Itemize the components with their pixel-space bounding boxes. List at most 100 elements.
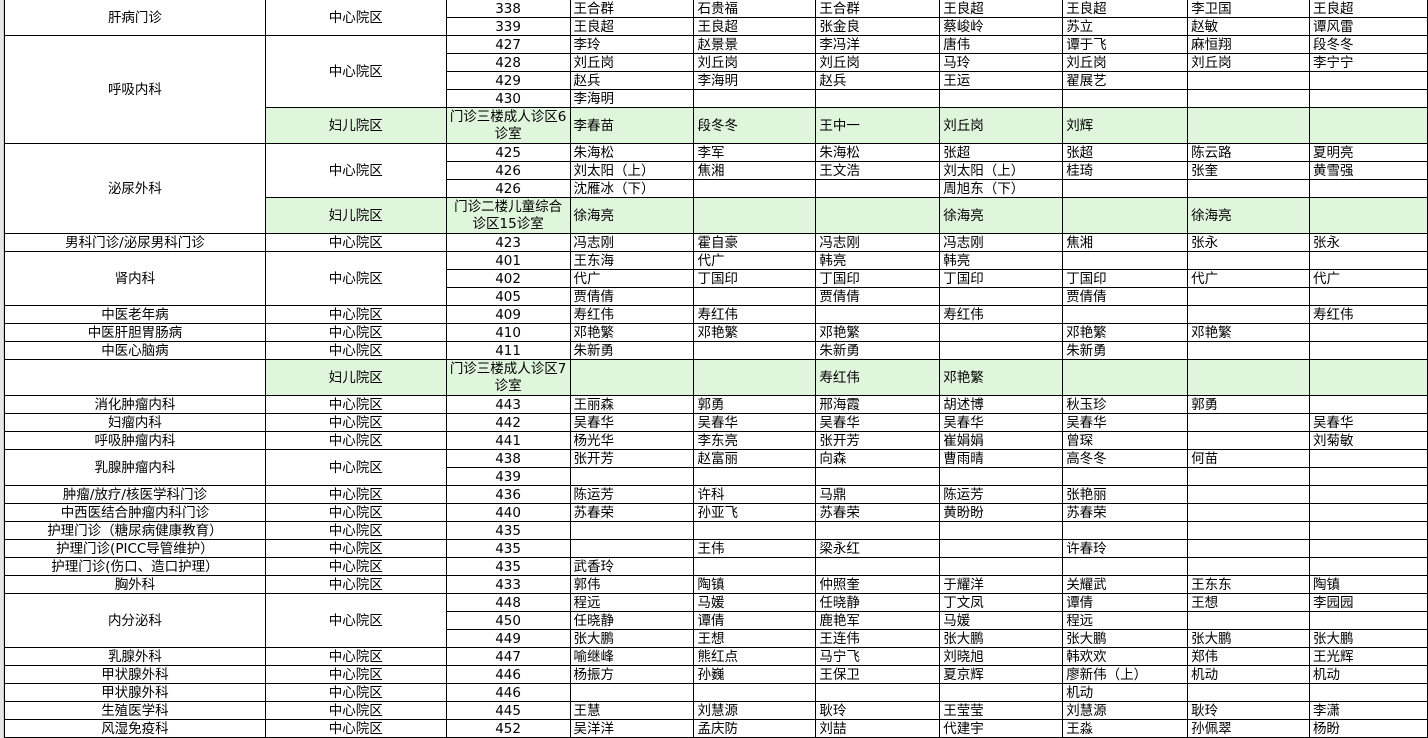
campus-cell[interactable]: 中心院区 (264, 431, 447, 450)
doctor-cell[interactable] (1187, 539, 1311, 558)
doctor-cell[interactable] (1309, 71, 1428, 90)
doctor-cell[interactable]: 马宁飞 (815, 647, 941, 666)
department-cell[interactable]: 肿瘤/放疗/核医学科门诊 (4, 485, 266, 504)
doctor-cell[interactable]: 麻恒翔 (1187, 35, 1311, 54)
doctor-cell[interactable]: 张开芳 (569, 449, 695, 468)
doctor-cell[interactable] (1309, 179, 1428, 198)
doctor-cell[interactable]: 何苗 (1187, 449, 1311, 468)
doctor-cell[interactable] (1062, 89, 1189, 108)
doctor-cell[interactable]: 桂琦 (1062, 161, 1189, 180)
doctor-cell[interactable]: 陶镇 (693, 575, 817, 594)
room-cell[interactable]: 450 (445, 611, 571, 630)
room-cell[interactable]: 门诊三楼成人诊区7诊室 (445, 359, 571, 396)
doctor-cell[interactable]: 王莹莹 (939, 701, 1064, 720)
doctor-cell[interactable]: 邓艳繁 (1187, 323, 1311, 342)
doctor-cell[interactable]: 李海明 (693, 71, 817, 90)
department-cell[interactable]: 中医肝胆胃肠病 (4, 323, 266, 342)
doctor-cell[interactable] (1309, 251, 1428, 270)
doctor-cell[interactable]: 程远 (569, 593, 695, 612)
room-cell[interactable]: 426 (445, 179, 571, 198)
doctor-cell[interactable] (693, 287, 817, 306)
doctor-cell[interactable] (1309, 683, 1428, 702)
room-cell[interactable]: 433 (445, 575, 571, 594)
doctor-cell[interactable]: 王想 (1187, 593, 1311, 612)
room-cell[interactable]: 门诊二楼儿童综合诊区15诊室 (445, 197, 571, 234)
doctor-cell[interactable] (1309, 287, 1428, 306)
doctor-cell[interactable] (1187, 341, 1311, 360)
room-cell[interactable]: 429 (445, 71, 571, 90)
doctor-cell[interactable] (939, 683, 1064, 702)
campus-cell[interactable]: 妇儿院区 (264, 359, 447, 396)
doctor-cell[interactable]: 马玲 (939, 53, 1064, 72)
doctor-cell[interactable]: 代广 (569, 269, 695, 288)
room-cell[interactable]: 411 (445, 341, 571, 360)
doctor-cell[interactable] (1309, 89, 1428, 108)
doctor-cell[interactable]: 王良超 (569, 17, 695, 36)
room-cell[interactable]: 438 (445, 449, 571, 468)
doctor-cell[interactable]: 向森 (815, 449, 941, 468)
department-cell[interactable]: 中西医结合肿瘤内科门诊 (4, 503, 266, 522)
doctor-cell[interactable]: 邢海霞 (815, 395, 941, 414)
doctor-cell[interactable]: 吴春华 (939, 413, 1064, 432)
campus-cell[interactable]: 中心院区 (264, 557, 447, 576)
department-cell[interactable] (4, 359, 266, 396)
doctor-cell[interactable]: 杨振方 (569, 665, 695, 684)
doctor-cell[interactable]: 王中一 (815, 107, 941, 144)
campus-cell[interactable]: 中心院区 (264, 665, 447, 684)
room-cell[interactable]: 门诊三楼成人诊区6诊室 (445, 107, 571, 144)
doctor-cell[interactable]: 马媛 (693, 593, 817, 612)
department-cell[interactable]: 泌尿外科 (4, 143, 266, 234)
campus-cell[interactable]: 中心院区 (264, 341, 447, 360)
doctor-cell[interactable]: 许春玲 (1062, 539, 1189, 558)
doctor-cell[interactable]: 吴洋洋 (569, 719, 695, 738)
doctor-cell[interactable] (1062, 179, 1189, 198)
doctor-cell[interactable]: 刘辉 (1062, 107, 1189, 144)
doctor-cell[interactable]: 刘慧源 (693, 701, 817, 720)
doctor-cell[interactable]: 崔娟娟 (939, 431, 1064, 450)
doctor-cell[interactable]: 谭倩 (693, 611, 817, 630)
doctor-cell[interactable]: 张大鹏 (1062, 629, 1189, 648)
doctor-cell[interactable] (815, 467, 941, 486)
doctor-cell[interactable]: 吴春华 (569, 413, 695, 432)
doctor-cell[interactable]: 郑伟 (1187, 647, 1311, 666)
doctor-cell[interactable]: 贾倩倩 (1062, 287, 1189, 306)
doctor-cell[interactable]: 谭于飞 (1062, 35, 1189, 54)
doctor-cell[interactable]: 寿红伟 (693, 305, 817, 324)
campus-cell[interactable]: 中心院区 (264, 485, 447, 504)
doctor-cell[interactable] (1309, 107, 1428, 144)
doctor-cell[interactable]: 赵兵 (569, 71, 695, 90)
doctor-cell[interactable]: 张开芳 (815, 431, 941, 450)
room-cell[interactable]: 448 (445, 593, 571, 612)
doctor-cell[interactable] (1187, 611, 1311, 630)
room-cell[interactable]: 338 (445, 0, 571, 18)
doctor-cell[interactable]: 段冬冬 (1309, 35, 1428, 54)
doctor-cell[interactable] (1187, 71, 1311, 90)
doctor-cell[interactable]: 黄盼盼 (939, 503, 1064, 522)
doctor-cell[interactable] (693, 467, 817, 486)
doctor-cell[interactable]: 黄雪强 (1309, 161, 1428, 180)
doctor-cell[interactable]: 张超 (1062, 143, 1189, 162)
doctor-cell[interactable]: 夏京辉 (939, 665, 1064, 684)
doctor-cell[interactable]: 徐海亮 (939, 197, 1064, 234)
doctor-cell[interactable]: 熊红点 (693, 647, 817, 666)
doctor-cell[interactable]: 石贵福 (693, 0, 817, 18)
campus-cell[interactable]: 中心院区 (264, 233, 447, 252)
doctor-cell[interactable]: 丁文凤 (939, 593, 1064, 612)
doctor-cell[interactable] (1187, 557, 1311, 576)
doctor-cell[interactable] (815, 197, 941, 234)
department-cell[interactable]: 中医老年病 (4, 305, 266, 324)
doctor-cell[interactable] (1309, 323, 1428, 342)
doctor-cell[interactable]: 刘喆 (815, 719, 941, 738)
doctor-cell[interactable]: 王丽森 (569, 395, 695, 414)
campus-cell[interactable]: 中心院区 (264, 719, 447, 738)
doctor-cell[interactable]: 陶镇 (1309, 575, 1428, 594)
campus-cell[interactable]: 中心院区 (264, 0, 447, 36)
doctor-cell[interactable]: 朱新勇 (815, 341, 941, 360)
campus-cell[interactable]: 中心院区 (264, 449, 447, 486)
doctor-cell[interactable] (693, 179, 817, 198)
campus-cell[interactable]: 中心院区 (264, 251, 447, 306)
doctor-cell[interactable]: 喻继峰 (569, 647, 695, 666)
doctor-cell[interactable] (693, 683, 817, 702)
campus-cell[interactable]: 中心院区 (264, 539, 447, 558)
doctor-cell[interactable] (939, 287, 1064, 306)
